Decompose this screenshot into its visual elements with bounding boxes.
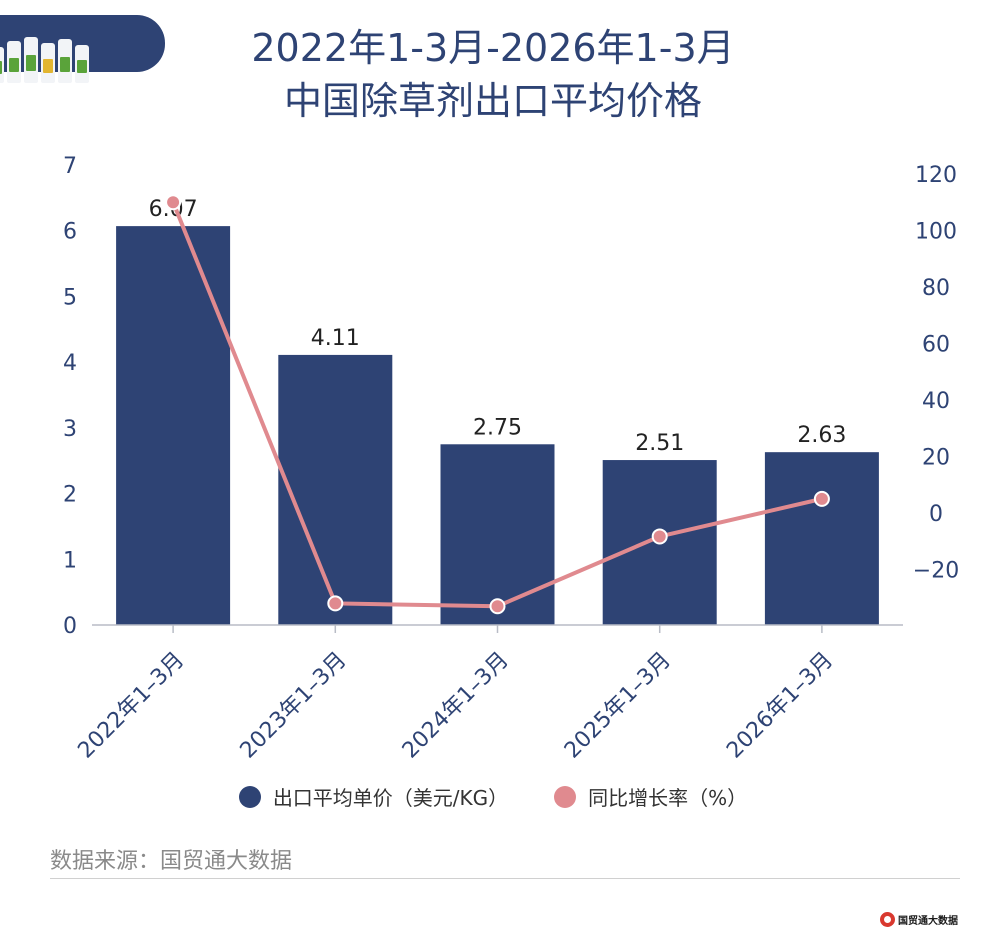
x-tick-label: 2023年1–3月: [236, 648, 352, 764]
divider: [50, 878, 960, 879]
y-right-tick-label: 80: [922, 276, 950, 301]
legend-swatch-line: [554, 785, 577, 808]
y-left-tick-label: 0: [63, 614, 77, 639]
bar-data-label: 2.51: [635, 431, 684, 456]
x-tick-label: 2026年1–3月: [722, 648, 838, 764]
legend-swatch-bar: [238, 785, 261, 808]
y-left-tick-label: 2: [63, 483, 77, 508]
legend-item-price: 出口平均单价（美元/KG）: [238, 782, 509, 811]
brand-logo: 国贸通大数据: [880, 912, 958, 927]
chart-title-line2: 中国除草剂出口平均价格: [283, 79, 702, 123]
data-source: 数据来源：国贸通大数据: [50, 849, 293, 874]
y-left-tick-label: 1: [63, 548, 77, 573]
legend-label-growth: 同比增长率（%）: [588, 786, 748, 810]
bar-data-label: 2.63: [797, 423, 846, 448]
bar-data-label: 4.11: [311, 326, 360, 351]
y-right-tick-label: 120: [915, 163, 957, 188]
y-right-tick-label: 40: [922, 389, 950, 414]
bar: [764, 452, 879, 625]
y-left-tick-label: 7: [63, 154, 77, 179]
y-right-tick-label: 100: [915, 220, 957, 245]
legend-item-growth: 同比增长率（%）: [554, 782, 747, 811]
product-bottles-image: [0, 35, 89, 83]
legend-label-price: 出口平均单价（美元/KG）: [272, 786, 509, 810]
y-right-tick-label: 60: [922, 333, 950, 358]
brand-icon: [880, 912, 895, 927]
y-right-tick-label: 0: [929, 502, 943, 527]
growth-point: [327, 595, 344, 612]
x-tick-label: 2025年1–3月: [560, 648, 676, 764]
product-logo-pill: [0, 15, 165, 83]
y-right-tick-label: 20: [922, 446, 950, 471]
y-left-tick-label: 4: [63, 351, 77, 376]
chart-title: 2022年1-3月-2026年1-3月 中国除草剂出口平均价格: [0, 22, 986, 128]
chart-title-line1: 2022年1-3月-2026年1-3月: [251, 26, 735, 70]
growth-point: [165, 194, 182, 211]
y-left-tick-label: 3: [63, 417, 77, 442]
bar: [116, 226, 231, 625]
chart-area: 01234567−200204060801001206.074.112.752.…: [63, 154, 959, 764]
x-tick-label: 2024年1–3月: [398, 648, 514, 764]
brand-name: 国贸通大数据: [898, 916, 958, 927]
bar: [278, 354, 393, 625]
bar: [440, 444, 555, 625]
y-left-tick-label: 6: [63, 220, 77, 245]
growth-point: [489, 598, 506, 615]
chart-legend: 出口平均单价（美元/KG） 同比增长率（%）: [0, 782, 986, 811]
growth-point: [813, 490, 830, 507]
growth-point: [651, 528, 668, 545]
bar-data-label: 2.75: [473, 415, 522, 440]
x-tick-label: 2022年1–3月: [73, 648, 189, 764]
y-left-tick-label: 5: [63, 285, 77, 310]
y-right-tick-label: −20: [913, 559, 959, 584]
